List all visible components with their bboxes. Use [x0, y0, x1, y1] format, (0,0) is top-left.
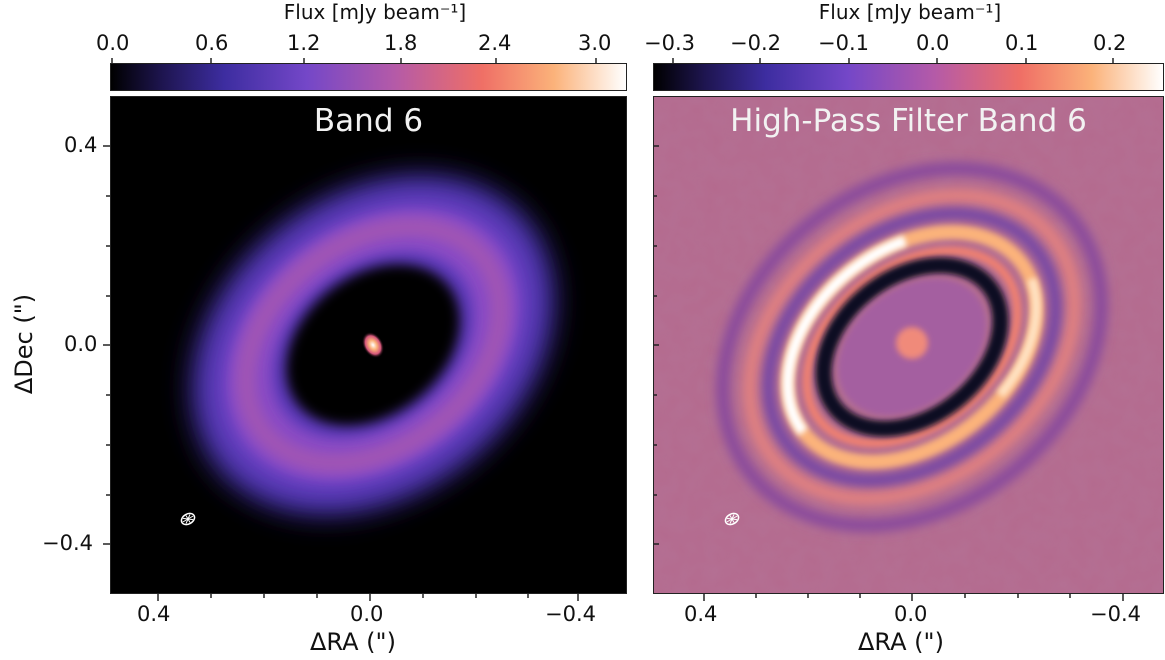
right-xtick-2: −0.4 — [1090, 602, 1141, 626]
left-cbar-tick-5: 3.0 — [578, 31, 612, 55]
high-pass-filter-image: High-Pass Filter Band 6 — [653, 96, 1164, 594]
left-xtick-1: 0.0 — [350, 602, 384, 626]
left-xtick-0: 0.4 — [137, 602, 171, 626]
band6-disk-rendering — [180, 175, 555, 526]
right-cbar-tick-4: 0.1 — [1005, 31, 1039, 55]
left-cbar-tick-4: 2.4 — [478, 31, 512, 55]
band6-title: Band 6 — [313, 103, 424, 139]
left-colorbar-label: Flux [mJy beam⁻¹] — [283, 0, 467, 24]
left-ytick-0: 0.4 — [64, 133, 98, 157]
right-cbar-tick-0: −0.3 — [644, 31, 695, 55]
right-colorbar — [653, 63, 1164, 91]
beam-ellipse-left — [180, 512, 196, 526]
high-pass-title: High-Pass Filter Band 6 — [730, 103, 1087, 139]
left-ytick-1: 0.0 — [64, 332, 98, 356]
right-xtick-1: 0.0 — [894, 602, 928, 626]
left-cbar-tick-2: 1.2 — [287, 31, 321, 55]
right-xlabel: ΔRA (") — [858, 628, 944, 656]
band6-image: Band 6 — [110, 96, 627, 594]
left-ytick-2: −0.4 — [42, 531, 93, 555]
right-cbar-tick-2: −0.1 — [818, 31, 869, 55]
left-cbar-tick-1: 0.6 — [195, 31, 229, 55]
right-xtick-0: 0.4 — [684, 602, 718, 626]
left-cbar-tick-0: 0.0 — [96, 31, 130, 55]
high-pass-disk-rendering — [654, 97, 1163, 593]
left-xlabel: ΔRA (") — [310, 628, 396, 656]
left-colorbar — [110, 63, 627, 91]
right-cbar-tick-1: −0.2 — [730, 31, 781, 55]
left-cbar-tick-3: 1.8 — [384, 31, 418, 55]
right-colorbar-label: Flux [mJy beam⁻¹] — [818, 0, 1002, 24]
beam-ellipse-right — [724, 512, 740, 526]
right-cbar-tick-5: 0.2 — [1093, 31, 1127, 55]
right-cbar-tick-3: 0.0 — [916, 31, 950, 55]
left-xtick-2: −0.4 — [545, 602, 596, 626]
